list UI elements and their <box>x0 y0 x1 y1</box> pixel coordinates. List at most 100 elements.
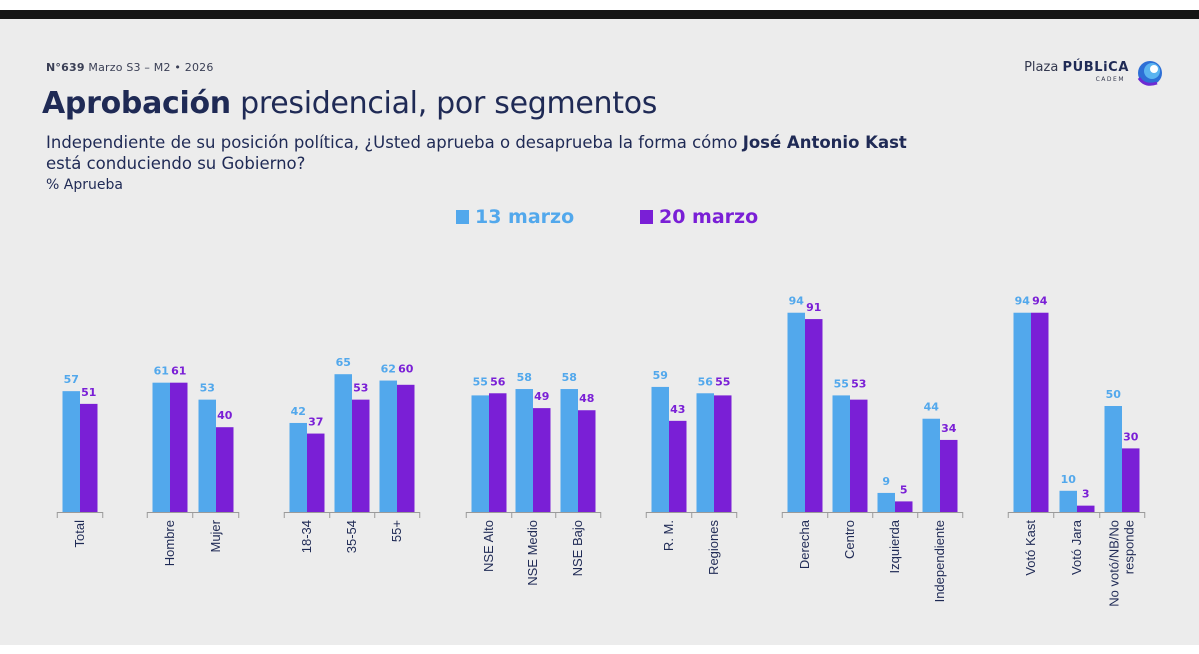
legend-label-20-marzo: 20 marzo <box>659 206 759 228</box>
bar-13-marzo <box>152 382 170 512</box>
bar-13-marzo <box>922 418 940 512</box>
data-label-20-marzo: 3 <box>1082 488 1090 501</box>
question-before: Independiente de su posición política, ¿… <box>46 133 738 152</box>
data-label-13-marzo: 53 <box>200 382 215 395</box>
category-label: Votó Jara <box>1069 519 1084 575</box>
data-label-20-marzo: 91 <box>806 301 821 314</box>
category-label: Centro <box>842 520 857 559</box>
data-label-20-marzo: 53 <box>851 377 866 390</box>
data-label-13-marzo: 9 <box>882 475 890 488</box>
data-label-20-marzo: 60 <box>398 363 414 376</box>
data-label-20-marzo: 61 <box>171 365 186 378</box>
title-bold: Aprobación <box>42 86 231 121</box>
bar-13-marzo <box>471 395 489 512</box>
bar-20-marzo <box>578 410 596 512</box>
brand-logo: Plaza PÚBLiCA CADEM <box>987 56 1167 88</box>
legend-swatch-13-marzo <box>456 210 469 224</box>
bar-13-marzo <box>560 389 578 512</box>
bar-20-marzo <box>1077 505 1095 512</box>
bar-13-marzo <box>1059 490 1077 512</box>
data-label-20-marzo: 30 <box>1123 430 1139 443</box>
bar-20-marzo <box>352 399 370 512</box>
question-name: José Antonio Kast <box>742 133 907 152</box>
data-label-20-marzo: 56 <box>490 375 506 388</box>
data-label-20-marzo: 43 <box>670 403 685 416</box>
category-label: responde <box>1122 520 1137 574</box>
question-after: está conduciendo su Gobierno? <box>46 154 306 173</box>
category-label: 55+ <box>389 520 404 542</box>
bar-13-marzo <box>651 386 669 512</box>
bar-13-marzo <box>787 312 805 512</box>
data-label-20-marzo: 48 <box>579 392 594 405</box>
category-label: 35-54 <box>344 520 359 553</box>
bar-20-marzo <box>805 319 823 512</box>
data-label-13-marzo: 57 <box>64 373 79 386</box>
bar-20-marzo <box>669 420 687 512</box>
data-label-20-marzo: 53 <box>353 382 368 395</box>
logo-word-bold: PÚBLiCA <box>1062 60 1129 75</box>
bar-13-marzo <box>334 374 352 512</box>
data-label-20-marzo: 37 <box>308 416 323 429</box>
data-label-13-marzo: 94 <box>1015 295 1031 308</box>
bar-20-marzo <box>170 382 188 512</box>
category-label: Hombre <box>162 520 177 566</box>
data-label-20-marzo: 55 <box>715 375 730 388</box>
data-label-13-marzo: 44 <box>924 401 940 414</box>
data-label-13-marzo: 55 <box>834 377 849 390</box>
data-label-13-marzo: 94 <box>789 295 805 308</box>
bar-13-marzo <box>289 422 307 512</box>
data-label-13-marzo: 61 <box>154 365 169 378</box>
report-meta: N°639 Marzo S3 – M2 • 2026 <box>46 61 214 74</box>
bar-13-marzo <box>877 492 895 512</box>
category-label: NSE Bajo <box>570 520 585 576</box>
data-label-20-marzo: 34 <box>941 422 957 435</box>
bar-20-marzo <box>1031 312 1049 512</box>
category-label: Mujer <box>208 519 223 552</box>
category-label: NSE Medio <box>525 520 540 586</box>
legend-swatch-20-marzo <box>640 210 653 224</box>
data-label-20-marzo: 5 <box>900 483 908 496</box>
circle-swirl-logo-icon <box>1137 61 1162 86</box>
logo-word-light: Plaza <box>1024 60 1059 75</box>
bar-20-marzo <box>1122 448 1140 512</box>
data-label-20-marzo: 51 <box>81 386 96 399</box>
bar-13-marzo <box>198 399 216 512</box>
data-label-13-marzo: 58 <box>517 371 532 384</box>
data-label-13-marzo: 56 <box>698 375 714 388</box>
legend-item-13-marzo: 13 marzo <box>456 206 574 228</box>
report-period: Marzo S3 – M2 • 2026 <box>88 61 214 74</box>
bar-20-marzo <box>489 393 507 512</box>
category-label: Izquierda <box>887 519 902 573</box>
data-label-13-marzo: 42 <box>291 405 306 418</box>
bar-13-marzo <box>1104 406 1122 512</box>
bar-20-marzo <box>397 384 415 512</box>
category-label: 18-34 <box>299 520 314 553</box>
category-label: NSE Alto <box>481 520 496 572</box>
category-label: Derecha <box>797 519 812 569</box>
bar-20-marzo <box>714 395 732 512</box>
data-label-20-marzo: 94 <box>1032 295 1048 308</box>
bar-20-marzo <box>533 408 551 512</box>
category-label: Votó Kast <box>1023 520 1038 576</box>
page-title: Aprobación presidencial, por segmentos <box>42 86 657 121</box>
bar-13-marzo <box>379 380 397 512</box>
legend-label-13-marzo: 13 marzo <box>475 206 575 228</box>
data-label-13-marzo: 58 <box>562 371 577 384</box>
bar-20-marzo <box>307 433 325 512</box>
logo-subtitle: CADEM <box>1095 76 1125 83</box>
data-label-13-marzo: 55 <box>473 375 488 388</box>
category-label: R. M. <box>661 520 676 551</box>
bar-20-marzo <box>80 403 98 512</box>
category-label: Independiente <box>932 520 947 602</box>
data-label-13-marzo: 10 <box>1061 473 1077 486</box>
data-label-20-marzo: 49 <box>534 390 549 403</box>
window-top-strip <box>0 0 1199 10</box>
data-label-13-marzo: 65 <box>336 356 351 369</box>
logo-wordmark: Plaza PÚBLiCA <box>1024 60 1129 75</box>
title-rest: presidencial, por segmentos <box>240 86 658 121</box>
survey-question: Independiente de su posición política, ¿… <box>46 132 1096 174</box>
unit-label: % Aprueba <box>46 177 123 193</box>
bar-20-marzo <box>895 501 913 512</box>
category-label: No votó/NB/No <box>1107 520 1122 607</box>
